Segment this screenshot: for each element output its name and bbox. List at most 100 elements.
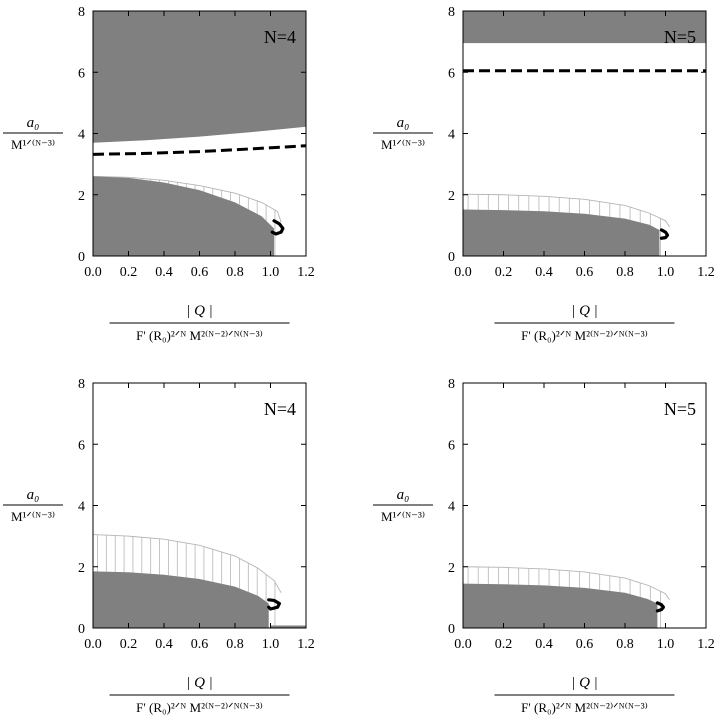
plot-area	[463, 566, 670, 628]
x-axis-label-numerator: | Q |	[571, 303, 598, 319]
x-tick-label: 0.4	[155, 265, 173, 280]
x-tick-label: 0.8	[226, 637, 244, 652]
y-axis-label-denominator: M¹ᐟ⁽ᴺ⁻³⁾	[11, 137, 55, 152]
loop-curve	[270, 219, 285, 236]
x-tick-label: 1.0	[657, 265, 675, 280]
x-axis-label-denominator: F' (R₀)²ᐟᴺ M²⁽ᴺ⁻²⁾ᐟᴺ⁽ᴺ⁻³⁾	[521, 700, 648, 715]
dashed-line	[93, 144, 306, 156]
y-tick-label: 2	[78, 561, 85, 576]
y-tick-label: 8	[448, 377, 455, 392]
x-axis-label-denominator: F' (R₀)²ᐟᴺ M²⁽ᴺ⁻²⁾ᐟᴺ⁽ᴺ⁻³⁾	[136, 700, 263, 715]
panel-annotation-label: N=5	[664, 399, 696, 419]
x-axis-label-denominator: F' (R₀)²ᐟᴺ M²⁽ᴺ⁻²⁾ᐟᴺ⁽ᴺ⁻³⁾	[136, 328, 263, 343]
x-tick-label: 0.0	[84, 637, 102, 652]
y-tick-label: 6	[448, 66, 455, 81]
y-axis-label-denominator: M¹ᐟ⁽ᴺ⁻³⁾	[11, 509, 55, 524]
x-tick-label: 1.0	[262, 637, 280, 652]
x-tick-label: 1.2	[697, 637, 715, 652]
x-axis-label: | Q | F' (R₀)²ᐟᴺ M²⁽ᴺ⁻²⁾ᐟᴺ⁽ᴺ⁻³⁾	[494, 303, 675, 343]
x-axis-label-numerator: | Q |	[571, 675, 598, 691]
hatched-band-boundary	[93, 175, 282, 223]
y-tick-label: 0	[78, 622, 85, 637]
x-tick-label: 0.0	[84, 265, 102, 280]
y-axis-label-denominator: M¹ᐟ⁽ᴺ⁻³⁾	[381, 509, 425, 524]
panel-annotation-label: N=4	[264, 399, 296, 419]
x-axis-label: | Q | F' (R₀)²ᐟᴺ M²⁽ᴺ⁻²⁾ᐟᴺ⁽ᴺ⁻³⁾	[109, 675, 290, 715]
x-tick-label: 0.4	[535, 265, 553, 280]
hatched-band-boundary	[463, 566, 670, 601]
plot-area	[93, 11, 306, 256]
loop-curve	[655, 601, 666, 613]
hatched-band	[97, 534, 276, 628]
y-tick-label: 8	[448, 5, 455, 20]
y-tick-label: 6	[78, 66, 85, 81]
plot-area	[93, 534, 306, 628]
y-axis-label: a₀ M¹ᐟ⁽ᴺ⁻³⁾	[3, 115, 63, 152]
x-tick-label: 0.8	[616, 637, 634, 652]
x-tick-label: 0.2	[120, 265, 138, 280]
chart-panel-bottom-right: 0.0 0.2 0.4 0.6 0.8 1.0 1.2 0 2 4 6 8 N=5 a₀ M¹ᐟ⁽ᴺ⁻³⁾ |…	[373, 377, 715, 715]
x-tick-label: 1.2	[297, 637, 315, 652]
y-tick-label: 4	[448, 500, 455, 515]
y-tick-label: 0	[448, 622, 455, 637]
x-tick-label: 0.8	[616, 265, 634, 280]
y-axis-label-numerator: a₀	[397, 115, 410, 131]
x-tick-label: 0.0	[454, 265, 472, 280]
x-axis-label: | Q | F' (R₀)²ᐟᴺ M²⁽ᴺ⁻²⁾ᐟᴺ⁽ᴺ⁻³⁾	[109, 303, 290, 343]
y-tick-label: 2	[78, 189, 85, 204]
hatched-band-boundary	[93, 534, 282, 594]
chart-panel-top-left: 0.0 0.2 0.4 0.6 0.8 1.0 1.2 0 2 4 6 8 N=4 a₀ M¹ᐟ⁽ᴺ⁻³⁾ |…	[3, 5, 315, 343]
lower-shaded-region	[93, 571, 269, 628]
x-axis-label-numerator: | Q |	[186, 303, 213, 319]
y-tick-label: 2	[448, 189, 455, 204]
y-tick-label: 0	[78, 250, 85, 265]
y-tick-label: 8	[78, 377, 85, 392]
y-axis-label-numerator: a₀	[397, 487, 410, 503]
x-tick-label: 0.6	[191, 637, 209, 652]
chart-panel-bottom-left: 0.0 0.2 0.4 0.6 0.8 1.0 1.2 0 2 4 6 8 N=4 a₀ M¹ᐟ⁽ᴺ⁻³⁾ |…	[3, 377, 315, 715]
y-axis-label-numerator: a₀	[27, 487, 40, 503]
y-tick-label: 8	[78, 5, 85, 20]
x-tick-label: 0.6	[191, 265, 209, 280]
y-tick-label: 4	[78, 500, 85, 515]
x-axis-label-numerator: | Q |	[186, 675, 213, 691]
x-tick-label: 0.2	[495, 637, 513, 652]
y-tick-label: 0	[448, 250, 455, 265]
y-axis-label: a₀ M¹ᐟ⁽ᴺ⁻³⁾	[3, 487, 63, 524]
hatched-band	[467, 566, 661, 628]
y-tick-label: 4	[448, 128, 455, 143]
y-axis-label-denominator: M¹ᐟ⁽ᴺ⁻³⁾	[381, 137, 425, 152]
y-tick-label: 4	[78, 128, 85, 143]
lower-shaded-region	[463, 209, 660, 256]
y-axis-label-numerator: a₀	[27, 115, 40, 131]
x-axis-label: | Q | F' (R₀)²ᐟᴺ M²⁽ᴺ⁻²⁾ᐟᴺ⁽ᴺ⁻³⁾	[494, 675, 675, 715]
panel-annotation-label: N=4	[264, 27, 296, 47]
x-axis-label-denominator: F' (R₀)²ᐟᴺ M²⁽ᴺ⁻²⁾ᐟᴺ⁽ᴺ⁻³⁾	[521, 328, 648, 343]
loop-curve	[659, 228, 670, 240]
lower-shaded-region	[93, 176, 275, 256]
x-tick-label: 0.4	[535, 637, 553, 652]
chart-panel-top-right: 0.0 0.2 0.4 0.6 0.8 1.0 1.2 0 2 4 6 8 N=5 a₀ M¹ᐟ⁽ᴺ⁻³⁾ |…	[373, 5, 715, 343]
plot-area	[463, 11, 706, 256]
x-tick-label: 1.2	[697, 265, 715, 280]
x-tick-label: 1.0	[657, 637, 675, 652]
hatched-band-boundary	[463, 193, 670, 228]
x-tick-label: 0.4	[155, 637, 173, 652]
x-tick-label: 0.0	[454, 637, 472, 652]
panel-annotation-label: N=5	[664, 27, 696, 47]
x-tick-label: 0.8	[226, 265, 244, 280]
loop-curve	[267, 598, 281, 611]
x-tick-label: 0.6	[576, 265, 594, 280]
x-tick-label: 1.0	[262, 265, 280, 280]
upper-shaded-region	[93, 11, 306, 143]
x-tick-label: 0.2	[120, 637, 138, 652]
x-tick-label: 0.2	[495, 265, 513, 280]
upper-shaded-region	[463, 11, 706, 44]
y-axis-label: a₀ M¹ᐟ⁽ᴺ⁻³⁾	[373, 487, 433, 524]
lower-shaded-region	[463, 583, 658, 628]
y-tick-label: 6	[448, 438, 455, 453]
x-tick-label: 0.6	[576, 637, 594, 652]
y-tick-label: 6	[78, 438, 85, 453]
y-axis-label: a₀ M¹ᐟ⁽ᴺ⁻³⁾	[373, 115, 433, 152]
